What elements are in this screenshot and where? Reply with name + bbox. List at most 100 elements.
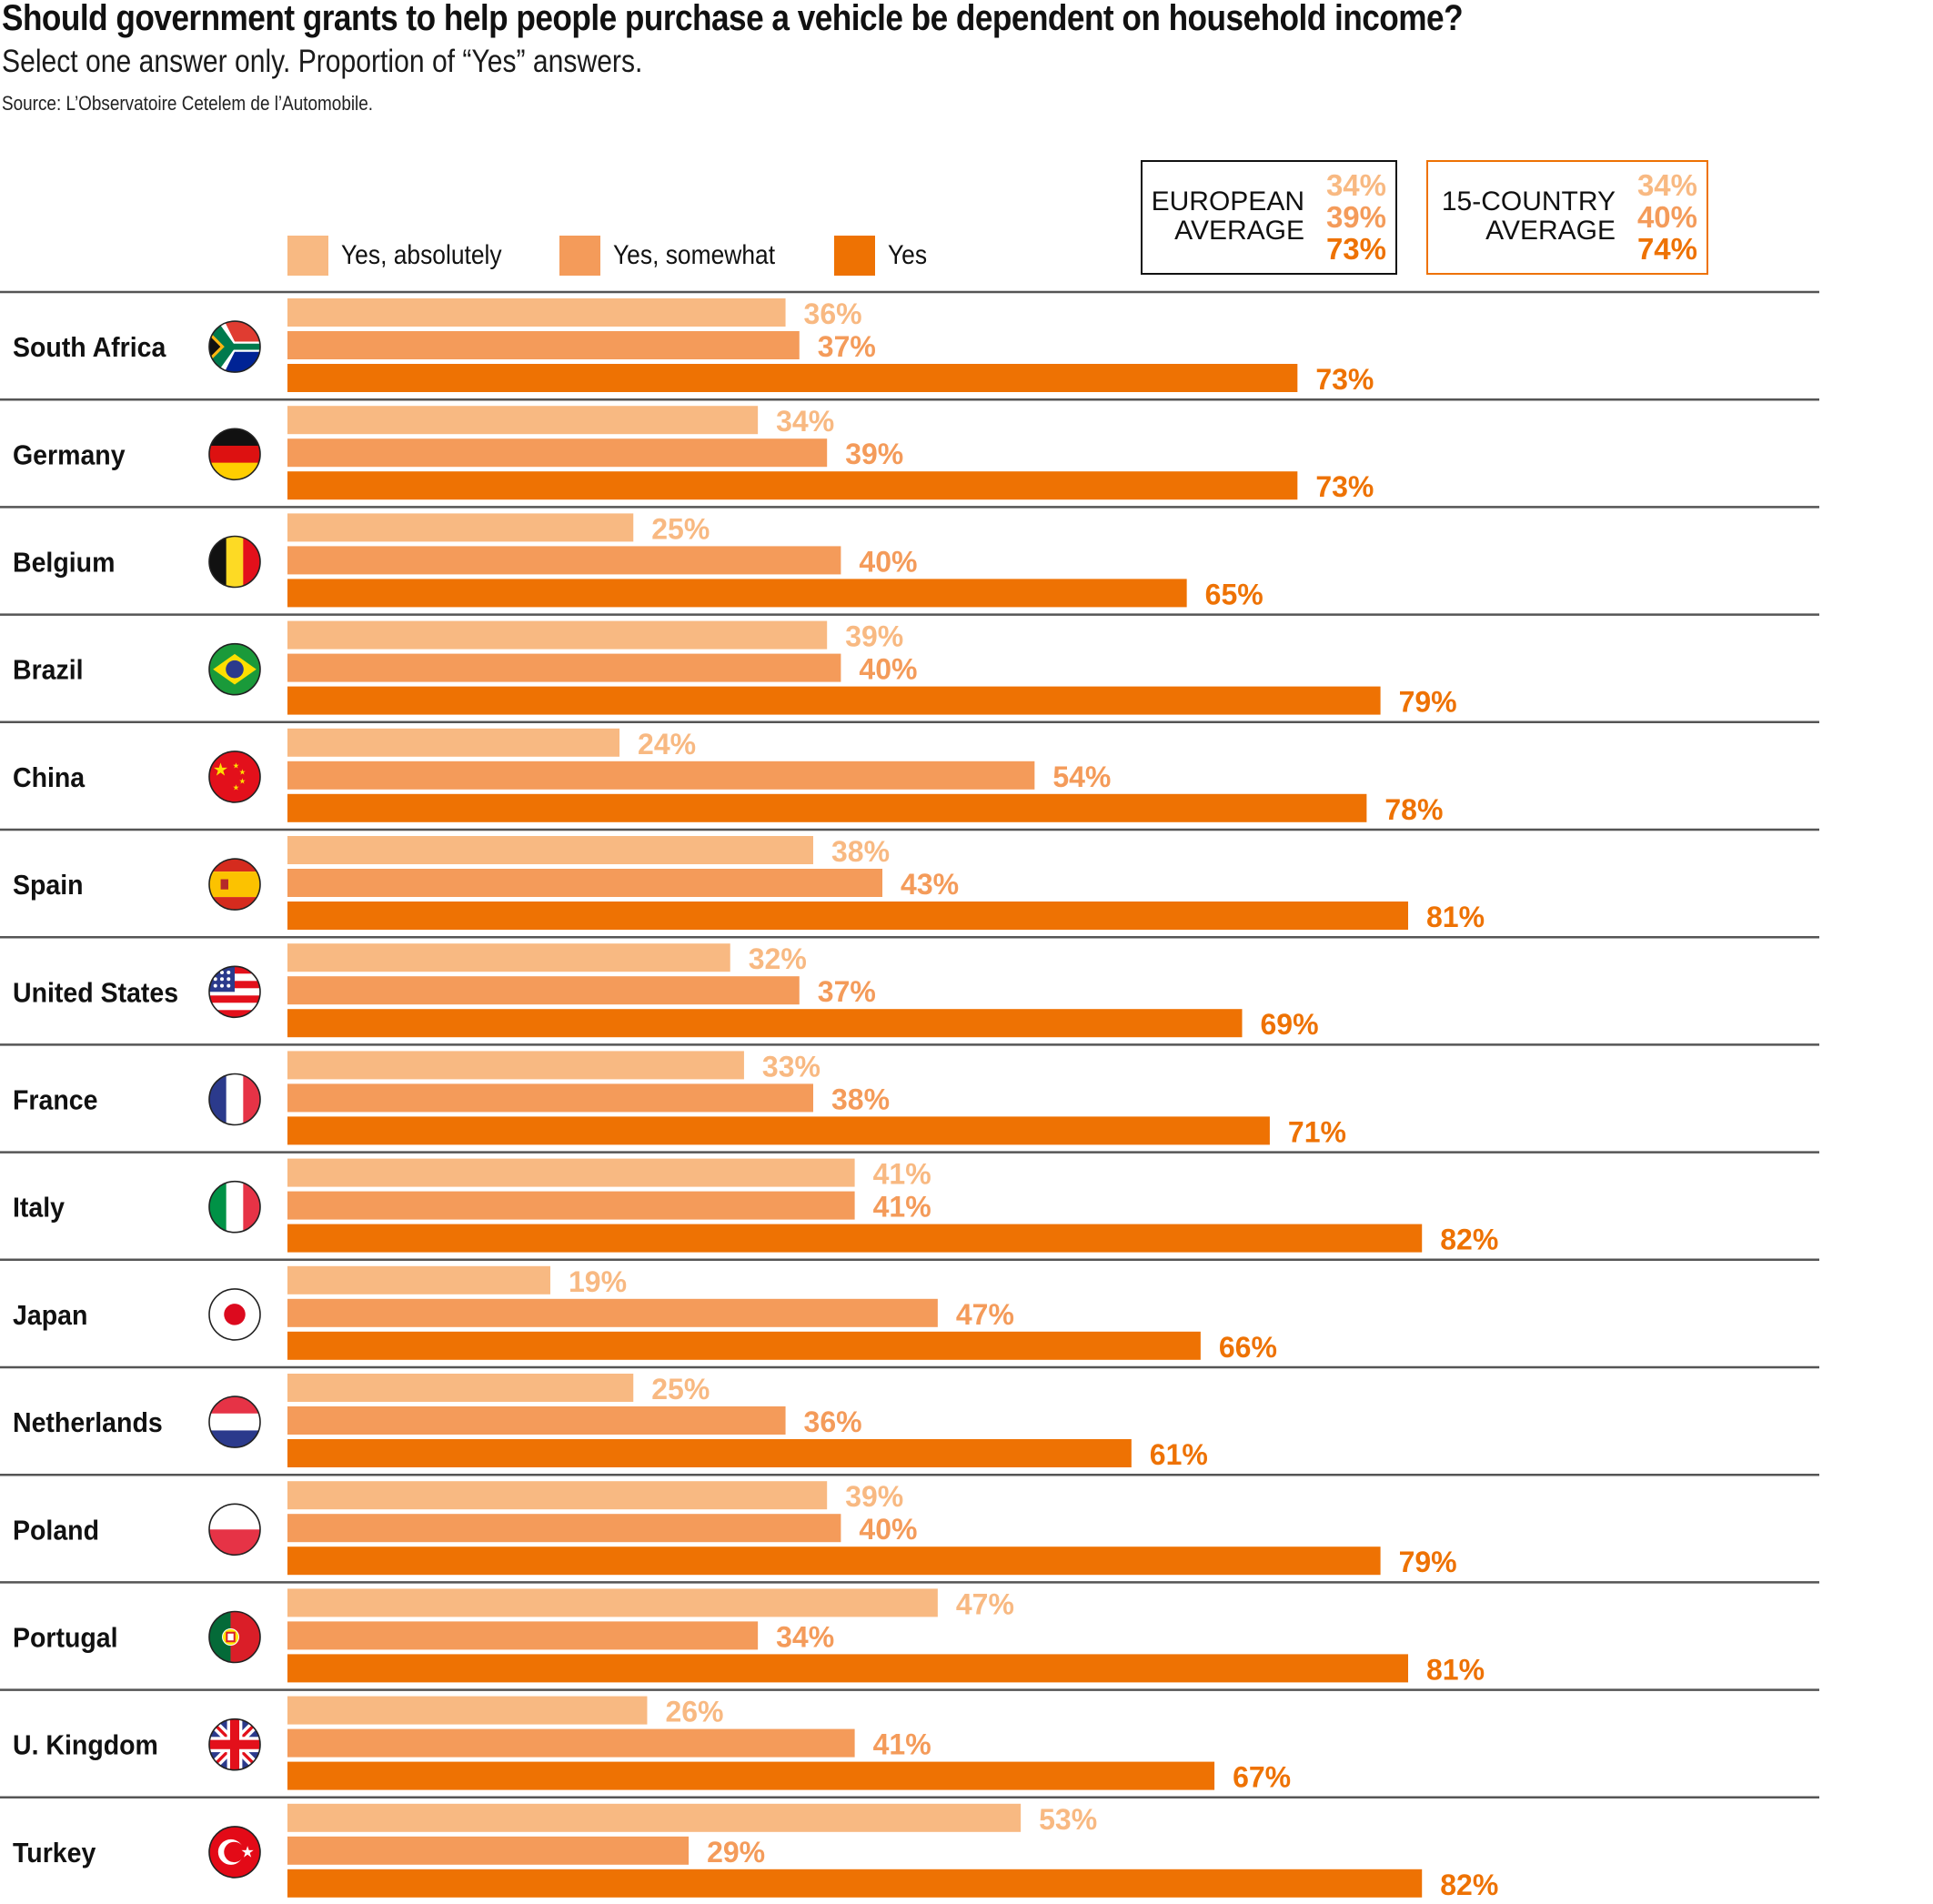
european-average-label: EUROPEAN AVERAGE	[1152, 187, 1304, 246]
flag-part	[226, 536, 244, 588]
data-label: 36%	[804, 297, 862, 330]
bar-yes-absolutely	[287, 406, 759, 435]
flag-part	[224, 1841, 245, 1863]
flag-part	[243, 536, 260, 588]
country-row: Italy 41%41% 82%	[13, 1158, 1498, 1256]
flag-part	[220, 971, 224, 975]
data-label: 26%	[665, 1696, 723, 1728]
flag-part	[209, 335, 221, 358]
italy-flag-icon	[209, 1181, 260, 1233]
data-label: 65%	[1205, 578, 1263, 610]
italy-flag-outline	[208, 1180, 261, 1234]
european-average-box: EUROPEAN AVERAGE 34% 39% 73%	[1141, 160, 1397, 275]
data-label: 40%	[859, 653, 917, 686]
fifteen-country-average-box: 15-COUNTRY AVERAGE 34% 40% 74%	[1426, 160, 1708, 275]
avg-label-line: EUROPEAN	[1151, 186, 1304, 217]
data-label: 47%	[956, 1587, 1014, 1620]
data-label: 40%	[859, 1513, 917, 1546]
flag-part	[209, 462, 260, 480]
chart-source: Source: L’Observatoire Cetelem de l’Auto…	[2, 92, 374, 115]
bar-yes-somewhat	[287, 1191, 855, 1220]
data-label: 81%	[1426, 1653, 1485, 1686]
data-label: 47%	[956, 1298, 1014, 1331]
data-label: 79%	[1399, 686, 1457, 719]
country-row: France 33% 38% 71%	[13, 1050, 1346, 1148]
data-label: 38%	[831, 1083, 890, 1115]
bar-yes-absolutely	[287, 1803, 1022, 1832]
turkey-flag-outline	[208, 1826, 261, 1879]
bar-yes-somewhat	[287, 653, 841, 682]
data-label: 25%	[651, 512, 710, 545]
data-label: 82%	[1440, 1224, 1498, 1256]
data-label: 41%	[873, 1728, 931, 1761]
data-label: 71%	[1288, 1115, 1346, 1148]
flag-part: ★	[233, 782, 240, 791]
data-label: 69%	[1260, 1008, 1318, 1041]
flag-part	[209, 445, 260, 464]
data-label: 37%	[818, 330, 876, 363]
bar-yes	[287, 1761, 1215, 1790]
united-states-flag-outline	[208, 965, 261, 1019]
data-label: 43%	[901, 868, 959, 901]
bar-yes-somewhat	[287, 1083, 813, 1113]
avg-value-yes-absolutely: 34%	[1636, 168, 1697, 202]
avg-label-line: AVERAGE	[1485, 216, 1616, 246]
country-label: United States	[13, 977, 178, 1008]
brazil-flag-outline	[208, 642, 261, 696]
flag-part: ★	[240, 1844, 254, 1861]
flag-part	[209, 751, 260, 802]
bar-yes-absolutely	[287, 513, 634, 542]
flag-part	[209, 323, 260, 370]
bar-yes-absolutely	[287, 1481, 828, 1510]
flag-part	[213, 983, 217, 988]
bar-yes	[287, 1224, 1423, 1253]
country-row: Brazil 39%40% 79%	[13, 620, 1457, 719]
flag-part	[209, 1413, 260, 1431]
flag-part: ★	[239, 768, 247, 777]
flag-part	[209, 1181, 227, 1233]
country-row: Germany 34% 39% 73%	[13, 405, 1374, 503]
legend-item-yes-somewhat: Yes, somewhat	[559, 236, 797, 276]
flag-part	[220, 879, 228, 890]
flag-part	[209, 428, 260, 447]
data-label: 24%	[638, 728, 696, 761]
bar-yes-somewhat	[287, 869, 883, 897]
country-label: South Africa	[13, 332, 166, 363]
country-label: Italy	[13, 1193, 65, 1224]
data-label: 39%	[845, 1480, 903, 1513]
data-label: 67%	[1233, 1761, 1291, 1794]
bar-yes-somewhat	[287, 976, 800, 1005]
bar-yes	[287, 1439, 1132, 1467]
avg-label-line: 15-COUNTRY	[1441, 186, 1616, 217]
country-row: U. Kingdom 26% 41% 67%	[13, 1696, 1291, 1794]
netherlands-flag-outline	[208, 1395, 261, 1448]
bar-yes	[287, 1116, 1270, 1145]
china-flag-outline	[208, 751, 261, 803]
bar-yes-somewhat	[287, 1298, 938, 1327]
country-row: Japan 19% 47% 66%	[13, 1265, 1277, 1364]
legend-label: Yes, absolutely	[341, 240, 502, 270]
flag-part	[209, 1529, 260, 1556]
data-label: 40%	[859, 545, 917, 578]
data-label: 73%	[1315, 363, 1374, 396]
bar-yes-somewhat	[287, 1836, 690, 1865]
bar-yes	[287, 686, 1381, 715]
country-label: France	[13, 1084, 97, 1115]
country-row: Netherlands 25% 36% 61%	[13, 1373, 1208, 1471]
country-label: Germany	[13, 439, 126, 470]
poland-flag-icon	[209, 1504, 260, 1556]
germany-flag-outline	[208, 428, 261, 481]
country-row: United States 32% 37% 69%	[13, 942, 1319, 1041]
data-label: 41%	[873, 1158, 931, 1191]
data-label: 66%	[1219, 1331, 1277, 1364]
bar-yes-somewhat	[287, 546, 841, 575]
bar-yes-absolutely	[287, 620, 828, 650]
data-label: 54%	[1052, 761, 1111, 793]
bar-yes	[287, 364, 1298, 392]
country-row: South Africa 36%37% 73%	[13, 297, 1374, 396]
avg-value-yes-somewhat: 39%	[1325, 200, 1386, 234]
flag-part	[224, 1304, 246, 1325]
bar-yes-absolutely	[287, 943, 730, 972]
data-label: 41%	[873, 1191, 931, 1224]
